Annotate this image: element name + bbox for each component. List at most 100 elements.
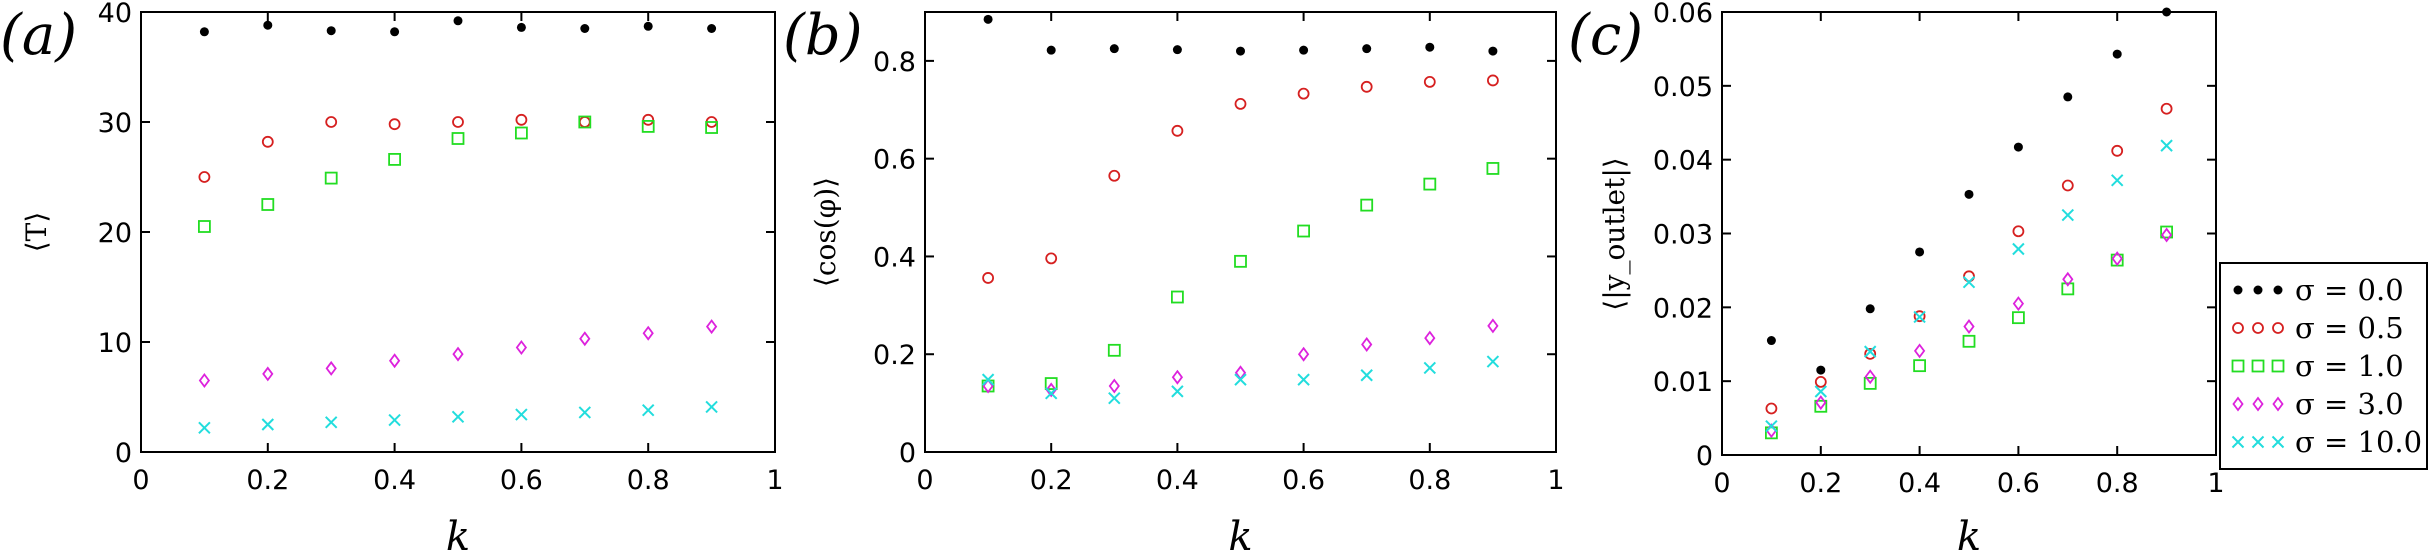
- data-point: [1913, 359, 1926, 373]
- data-point: [2160, 225, 2174, 239]
- data-point: [2112, 49, 2122, 59]
- data-point: [515, 408, 528, 421]
- data-point: [261, 198, 275, 211]
- data-point: [1814, 376, 1827, 388]
- x-tick-label: 1: [1547, 465, 1564, 496]
- data-point: [1044, 387, 1058, 400]
- legend-label: σ = 0.0: [2295, 273, 2404, 307]
- data-point: [1863, 345, 1877, 358]
- legend-marker: [2251, 359, 2265, 373]
- data-point: [1234, 373, 1247, 386]
- legend-marker: [2232, 396, 2244, 412]
- data-point: [1045, 252, 1058, 265]
- legend-marker: [2272, 396, 2284, 412]
- data-point: [516, 22, 526, 32]
- data-point: [1913, 310, 1926, 323]
- panel-tag: (c): [1568, 3, 1643, 68]
- data-point: [2062, 271, 2074, 287]
- chart-panel-2: 0 0.2 0.4 0.6 0.8 1 0 0.2 0.4 0.6 0.8 k ⟨cos(φ)⟩ (b): [783, 3, 1565, 560]
- data-point: [1234, 254, 1247, 268]
- y-tick-label: 20: [98, 218, 132, 249]
- series-2: [1765, 102, 2173, 415]
- data-point: [1963, 319, 1975, 335]
- x-axis-label: k: [1957, 514, 1981, 560]
- data-point: [1108, 378, 1120, 394]
- data-point: [2012, 225, 2025, 238]
- data-point: [1108, 392, 1121, 405]
- x-tick-label: 0.6: [500, 465, 543, 496]
- plot-frame: [924, 11, 1557, 453]
- data-point: [262, 366, 274, 382]
- data-point: [579, 331, 591, 347]
- legend-label: σ = 10.0: [2295, 425, 2422, 459]
- y-tick-label: 0: [1696, 441, 1713, 472]
- y-tick-label: 0.6: [873, 145, 916, 176]
- x-tick-label: 1: [2207, 468, 2224, 499]
- data-point: [1171, 385, 1184, 398]
- data-point: [2012, 296, 2025, 312]
- data-point: [1816, 365, 1826, 375]
- data-point: [515, 126, 528, 140]
- y-tick-label: 0.01: [1653, 367, 1713, 398]
- x-tick-label: 0.2: [246, 465, 289, 496]
- panel-tag: (a): [0, 3, 77, 68]
- data-point: [1765, 402, 1778, 415]
- data-point: [1044, 377, 1058, 390]
- x-tick-label: 0.2: [1030, 465, 1073, 496]
- x-tick-label: 0: [132, 465, 149, 496]
- data-point: [705, 319, 718, 335]
- data-point: [1915, 247, 1925, 257]
- data-point: [325, 116, 338, 128]
- x-tick-label: 0: [1713, 468, 1730, 499]
- data-point: [641, 120, 655, 133]
- data-point: [2061, 179, 2074, 192]
- data-point: [1360, 198, 1374, 212]
- y-tick-label: 0.8: [873, 47, 916, 78]
- data-point: [261, 418, 275, 431]
- y-tick-label: 0.05: [1653, 72, 1713, 103]
- data-point: [1107, 343, 1121, 357]
- data-point: [578, 115, 592, 129]
- data-point: [1865, 304, 1875, 314]
- panel-tag: (b): [783, 3, 863, 68]
- data-point: [1814, 385, 1828, 398]
- y-tick-label: 10: [98, 328, 132, 359]
- x-tick-label: 0.8: [1408, 465, 1451, 496]
- y-tick-label: 0.06: [1653, 0, 1713, 29]
- data-point: [1109, 44, 1119, 54]
- legend-label: σ = 1.0: [2295, 349, 2404, 383]
- data-point: [388, 413, 401, 427]
- data-point: [2063, 92, 2073, 102]
- x-axis-label: k: [446, 514, 470, 560]
- series-5: [1765, 139, 2173, 433]
- data-point: [1815, 395, 1827, 411]
- data-point: [1486, 162, 1500, 175]
- data-point: [1108, 169, 1121, 182]
- data-point: [451, 410, 465, 424]
- y-tick-label: 30: [98, 108, 132, 139]
- plot-frame: [140, 11, 776, 453]
- legend-marker: [2253, 285, 2263, 295]
- data-point: [1765, 419, 1778, 433]
- legend-marker: [2252, 396, 2264, 412]
- y-tick-label: 0: [899, 438, 916, 469]
- data-point: [641, 403, 655, 417]
- data-point: [1487, 318, 1499, 334]
- legend-marker: [2271, 435, 2285, 449]
- y-tick-label: 0.03: [1653, 220, 1713, 251]
- data-point: [705, 121, 718, 134]
- data-point: [1360, 80, 1373, 93]
- data-point: [1487, 74, 1499, 87]
- data-point: [1486, 355, 1500, 368]
- data-point: [981, 373, 995, 386]
- data-point: [2160, 139, 2173, 152]
- legend-label: σ = 3.0: [2295, 387, 2404, 421]
- series-4: [1765, 227, 2173, 439]
- data-point: [982, 272, 994, 284]
- data-point: [388, 353, 401, 369]
- data-point: [642, 325, 654, 341]
- data-point: [578, 116, 591, 128]
- legend-marker: [2232, 322, 2244, 334]
